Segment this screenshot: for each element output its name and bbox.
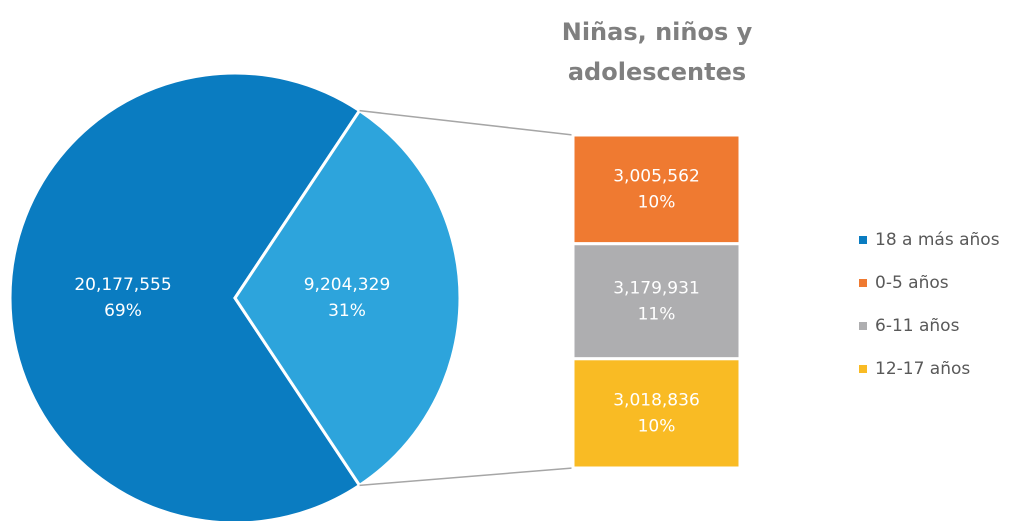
bar-title: Niñas, niños y adolescentes: [561, 18, 753, 86]
value-label: 3,005,562: [613, 166, 700, 186]
percent-label: 10%: [638, 192, 676, 212]
legend-label: 0-5 años: [875, 273, 949, 293]
percent-label: 11%: [638, 304, 676, 324]
value-label: 9,204,329: [304, 275, 391, 295]
legend-swatch: [859, 365, 867, 373]
pie-slice: [8, 71, 362, 521]
bar-segment: [571, 242, 742, 361]
legend-label: 12-17 años: [875, 359, 970, 379]
legend-label: 18 a más años: [875, 230, 1000, 250]
pie-slice: [233, 108, 462, 488]
value-label: 3,179,931: [613, 278, 700, 298]
percent-label: 69%: [104, 301, 142, 321]
bar-segment: [571, 133, 742, 246]
value-label: 20,177,555: [74, 275, 171, 295]
legend-swatch: [859, 279, 867, 287]
legend-swatch: [859, 322, 867, 330]
connector: [359, 467, 574, 487]
legend-label: 6-11 años: [875, 316, 960, 336]
percent-label: 10%: [638, 416, 676, 436]
value-label: 3,018,836: [613, 390, 700, 410]
connector: [359, 109, 574, 136]
percent-label: 31%: [328, 301, 366, 321]
legend-swatch: [859, 236, 867, 244]
bar-segment: [571, 357, 742, 470]
